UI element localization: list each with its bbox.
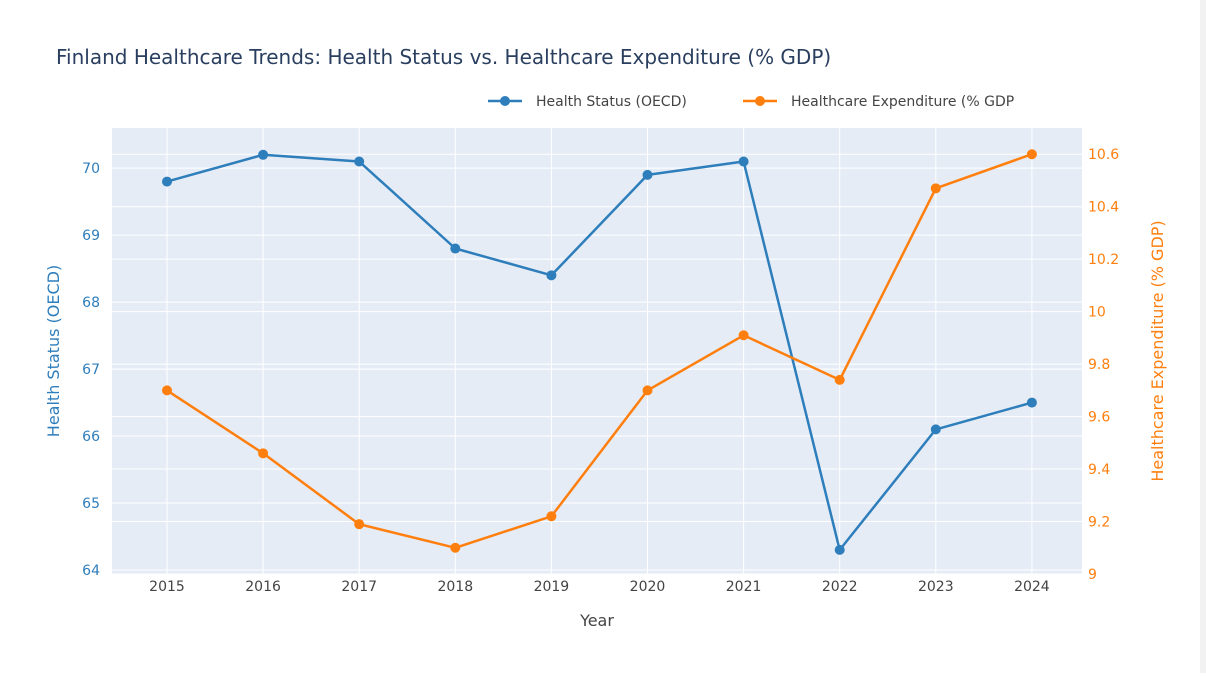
data-point-healthcare-expenditure[interactable] [162, 385, 172, 396]
y-right-tick-label: 9.8 [1088, 357, 1110, 373]
data-point-health-status[interactable] [834, 544, 845, 555]
data-point-healthcare-expenditure[interactable] [834, 374, 845, 385]
data-point-health-status[interactable] [738, 156, 749, 167]
x-tick-label: 2018 [437, 579, 473, 595]
y-left-tick-label: 68 [82, 295, 100, 311]
data-point-health-status[interactable] [162, 176, 172, 187]
data-point-healthcare-expenditure[interactable] [1026, 149, 1037, 160]
data-point-healthcare-expenditure[interactable] [546, 511, 557, 522]
legend-item-healthcare-expenditure[interactable]: Healthcare Expenditure (% GDP [743, 94, 1014, 110]
data-point-health-status[interactable] [642, 169, 653, 180]
x-tick-label: 2017 [341, 579, 377, 595]
legend-label-health-status: Health Status (OECD) [536, 94, 687, 110]
data-point-healthcare-expenditure[interactable] [642, 385, 653, 396]
y-left-tick-label: 67 [82, 362, 100, 378]
y-left-tick-label: 69 [82, 228, 100, 244]
data-point-healthcare-expenditure[interactable] [450, 542, 461, 553]
y-axis-right-ticks: 9 9.2 9.4 9.6 9.8 10 10.2 10.4 10.6 [1088, 147, 1119, 583]
data-point-health-status[interactable] [258, 149, 269, 160]
data-point-healthcare-expenditure[interactable] [930, 183, 941, 194]
legend-swatch-marker-healthcare-expenditure [755, 96, 765, 106]
data-point-health-status[interactable] [354, 156, 365, 167]
x-axis-ticks: 2015 2016 2017 2018 2019 2020 2021 2022 2023 2024 [149, 579, 1050, 595]
x-tick-label: 2022 [822, 579, 858, 595]
y-left-tick-label: 66 [82, 429, 100, 445]
y-right-tick-label: 9 [1088, 567, 1097, 583]
x-tick-label: 2020 [630, 579, 666, 595]
x-tick-label: 2019 [534, 579, 570, 595]
data-point-health-status[interactable] [450, 243, 461, 254]
series-line-health-status [166, 153, 1033, 552]
x-tick-label: 2016 [245, 579, 281, 595]
y-right-tick-label: 10 [1088, 305, 1106, 321]
data-point-healthcare-expenditure[interactable] [354, 519, 365, 530]
data-point-health-status[interactable] [930, 424, 941, 435]
y-axis-left-label: Health Status (OECD) [44, 265, 63, 437]
series-line-healthcare-expenditure [166, 153, 1033, 550]
x-tick-label: 2023 [918, 579, 954, 595]
y-right-tick-label: 10.6 [1088, 147, 1119, 163]
scrollbar-track[interactable] [1200, 0, 1206, 673]
chart-title: Finland Healthcare Trends: Health Status… [56, 45, 831, 69]
series-layer [162, 149, 1037, 555]
y-right-tick-label: 10.4 [1088, 200, 1119, 216]
legend-label-healthcare-expenditure: Healthcare Expenditure (% GDP [791, 94, 1014, 110]
plot-background [112, 128, 1082, 574]
y-axis-right-label: Healthcare Expenditure (% GDP) [1148, 220, 1167, 481]
y-left-tick-label: 70 [82, 161, 100, 177]
legend[interactable]: Health Status (OECD) Healthcare Expendit… [488, 94, 1014, 110]
data-point-healthcare-expenditure[interactable] [258, 448, 269, 459]
x-axis-label: Year [579, 611, 614, 630]
y-right-tick-label: 10.2 [1088, 252, 1119, 268]
y-right-tick-label: 9.4 [1088, 462, 1110, 478]
y-right-tick-label: 9.6 [1088, 410, 1110, 426]
legend-item-health-status[interactable]: Health Status (OECD) [488, 94, 687, 110]
data-point-health-status[interactable] [546, 270, 557, 281]
x-tick-label: 2015 [149, 579, 185, 595]
data-point-healthcare-expenditure[interactable] [738, 330, 749, 341]
grid-lines [112, 128, 1082, 575]
y-right-tick-label: 9.2 [1088, 515, 1110, 531]
data-point-health-status[interactable] [1026, 397, 1037, 408]
y-left-tick-label: 64 [82, 563, 100, 579]
y-left-tick-label: 65 [82, 496, 100, 512]
legend-swatch-marker-health-status [500, 96, 510, 106]
x-tick-label: 2021 [726, 579, 762, 595]
y-axis-left-ticks: 64 65 66 67 68 69 70 [82, 161, 100, 579]
x-tick-label: 2024 [1014, 579, 1050, 595]
